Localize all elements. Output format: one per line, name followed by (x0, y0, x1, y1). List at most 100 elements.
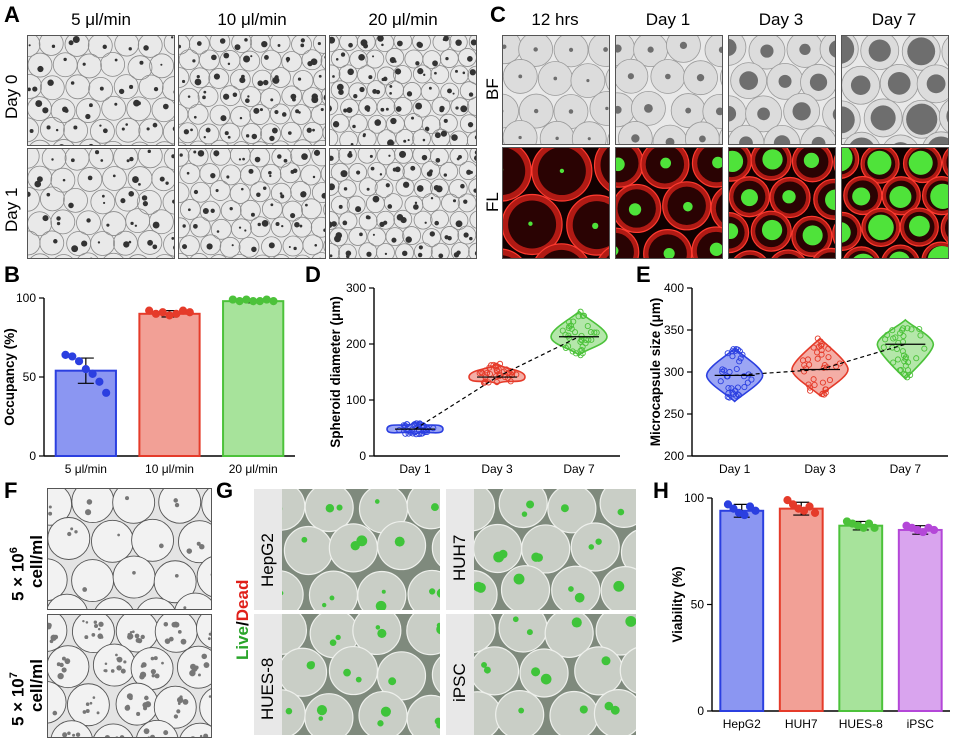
live-spheroid (729, 150, 744, 173)
microcapsule (190, 181, 212, 203)
live-cell (329, 595, 335, 601)
capsule-core (648, 234, 687, 258)
microcapsule (589, 91, 609, 126)
data-point (805, 502, 814, 511)
cell (70, 527, 74, 531)
microcapsule (260, 123, 281, 145)
cell-cluster (51, 44, 56, 48)
live-spheroid (889, 186, 912, 208)
cell-cluster (264, 54, 269, 60)
microcapsule (330, 162, 350, 182)
microcapsule (498, 489, 548, 529)
cell-cluster (440, 130, 448, 137)
violin (791, 337, 849, 397)
live-spheroid (616, 246, 619, 255)
microcapsule (115, 186, 140, 212)
microcapsule (282, 647, 328, 697)
microcapsule (358, 211, 378, 231)
microcapsule (366, 80, 386, 100)
cell-cluster (263, 79, 269, 86)
microcapsule (125, 208, 151, 234)
cell-cluster (335, 58, 339, 61)
microcapsule (179, 36, 191, 55)
cell-cluster (172, 126, 174, 132)
capsule-core (616, 232, 634, 258)
cell (183, 606, 187, 609)
cell (144, 695, 149, 701)
microcapsule (219, 50, 241, 71)
microcapsule (432, 36, 452, 52)
cell-cluster (397, 106, 401, 109)
y-tick-label: 250 (664, 407, 684, 421)
cell (85, 621, 89, 624)
cell-cluster (224, 131, 229, 136)
microcapsule (291, 216, 313, 238)
cell-cluster (99, 124, 102, 127)
cell-cluster (380, 107, 385, 112)
cell-cluster (456, 39, 460, 43)
x-tick-label: Day 1 (719, 462, 751, 476)
live-cell (574, 592, 585, 603)
microcapsule (270, 216, 292, 238)
spheroid (553, 76, 558, 81)
microcapsule (103, 252, 124, 258)
cell-cluster (64, 108, 69, 113)
cell-cluster (438, 253, 444, 258)
microcapsule (91, 519, 134, 563)
spheroid (792, 102, 811, 121)
cell-cluster (259, 108, 263, 112)
cell-cluster (46, 192, 51, 197)
live-spheroid (709, 242, 722, 256)
cell-cluster (182, 224, 186, 228)
cell-cluster (213, 150, 220, 157)
spheroid (685, 107, 692, 114)
microcapsule (595, 614, 636, 656)
data-point (416, 430, 423, 438)
microcapsule (137, 230, 163, 255)
data-point (735, 392, 742, 399)
cell-cluster (468, 92, 474, 97)
panel-f-row-unit: cell/ml (27, 659, 46, 712)
microcapsule (48, 593, 88, 609)
live-cell (526, 629, 533, 636)
spheroid (518, 74, 523, 79)
cell-cluster (205, 127, 211, 133)
microcapsule (570, 522, 620, 572)
spheroid (799, 43, 811, 56)
panel-f-row-header: 5 × 107 (8, 672, 29, 726)
microcapsule (393, 96, 413, 116)
data-point (913, 355, 920, 362)
microcapsule (76, 210, 101, 236)
microcapsule (231, 36, 253, 53)
microcapsule (413, 210, 433, 230)
live-cell (306, 661, 315, 670)
cell-cluster (474, 135, 476, 140)
cell-cluster (275, 221, 280, 227)
cell-cluster (193, 115, 197, 119)
microcapsule (219, 122, 241, 144)
live-cell (595, 538, 602, 545)
data-point (894, 356, 901, 363)
microcapsule (162, 119, 174, 145)
microcapsule (763, 124, 801, 144)
cell (97, 627, 101, 631)
spheroid (907, 37, 936, 66)
data-point (172, 309, 181, 318)
microcapsule (620, 529, 636, 576)
data-point (158, 308, 167, 317)
cell-cluster (59, 144, 64, 145)
spheroid (555, 136, 559, 141)
microcapsule (39, 75, 65, 101)
microcapsule (466, 131, 476, 145)
cell-cluster (287, 131, 292, 135)
cell-cluster (280, 194, 285, 199)
spheroid (850, 137, 874, 144)
microcapsule (377, 66, 396, 86)
microcapsule (179, 122, 199, 144)
data-point (806, 384, 813, 391)
cell-cluster (385, 107, 389, 111)
data-point (732, 387, 739, 394)
microcapsule (269, 36, 291, 53)
live-dead-label: Live/Dead (233, 580, 253, 660)
microcapsule (280, 121, 302, 143)
